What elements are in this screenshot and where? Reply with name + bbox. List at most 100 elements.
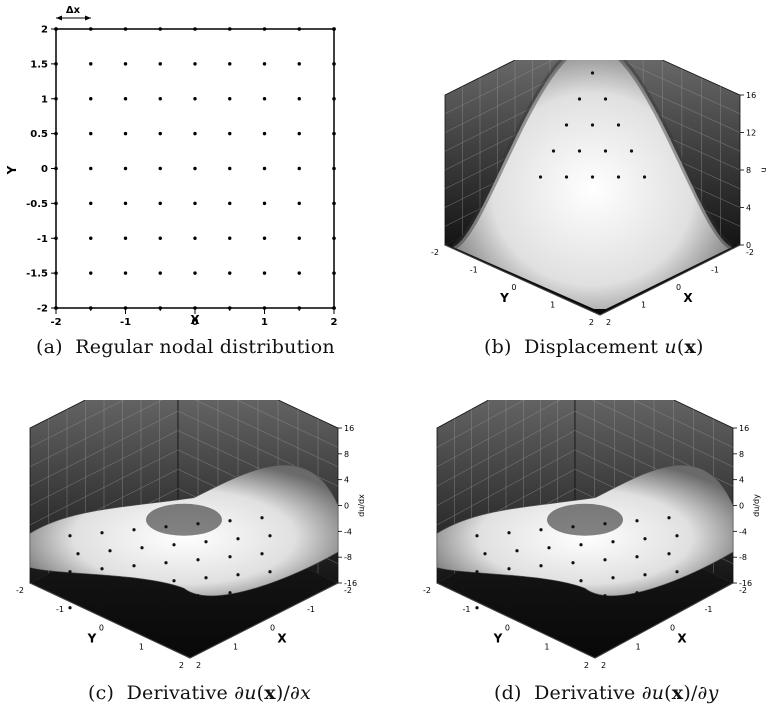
surface-node xyxy=(164,561,168,565)
x-tick-label: 0 xyxy=(670,624,675,633)
surface-node xyxy=(164,597,168,601)
boundary-node xyxy=(54,236,58,241)
boundary-node xyxy=(262,27,267,31)
x-tick-label: -1 xyxy=(711,266,719,275)
surface-node xyxy=(164,525,168,529)
z-axis: 16 8 4 0 -4 -8 -16 du/dy xyxy=(733,424,761,588)
boundary-node xyxy=(54,131,58,136)
surface-trough xyxy=(547,503,623,536)
surface-node xyxy=(475,534,479,538)
surface-node xyxy=(515,585,519,589)
interior-node xyxy=(89,236,93,240)
z-axis: 16 8 4 0 -4 -8 -16 du/dx xyxy=(338,424,366,588)
interior-node xyxy=(158,236,162,240)
interior-node xyxy=(158,201,162,206)
floor-ticks: -2 -1 0 1 2 2 1 0 -1 -2 Y X xyxy=(431,248,754,327)
surface-plot-du-dy: 16 8 4 0 -4 -8 -16 du/dy -2 -1 0 1 2 2 1 0 -1 -2 Y X xyxy=(423,352,761,670)
surface-node xyxy=(196,558,200,562)
y-tick-label: -1 xyxy=(470,266,478,275)
surface-node xyxy=(603,522,607,526)
surface-nodes xyxy=(475,516,679,610)
boundary-node xyxy=(332,62,336,66)
x-tick-label: 1 xyxy=(636,642,641,651)
surface-node xyxy=(564,175,569,179)
surface-node xyxy=(108,549,112,553)
y-axis-label: Y xyxy=(499,291,509,305)
z-tick-label: 0 xyxy=(344,502,349,511)
surface-node xyxy=(100,531,104,535)
caption-d: (d) Derivative ∂u(x)/∂y xyxy=(494,682,719,704)
caption-c: (c) Derivative ∂u(x)/∂x xyxy=(88,682,311,704)
y-tick-label: 0 xyxy=(511,283,516,292)
caption-b-text: Displacement xyxy=(524,336,659,358)
interior-node xyxy=(193,271,197,275)
surface-node xyxy=(675,534,679,538)
interior-node xyxy=(262,201,267,206)
x-tick-label: 1 xyxy=(261,317,268,325)
surface-node xyxy=(260,588,264,592)
boundary-node xyxy=(88,27,93,31)
y-tick-label: 2 xyxy=(179,661,184,670)
interior-node xyxy=(193,131,197,136)
surface-node xyxy=(68,570,72,574)
surface-node xyxy=(100,603,104,607)
interior-node xyxy=(123,166,128,171)
interior-node xyxy=(123,131,128,136)
surface-node xyxy=(68,606,72,610)
surface-node xyxy=(172,543,176,547)
z-tick-label: -8 xyxy=(344,553,352,562)
y-axis-label: Y xyxy=(5,165,19,175)
y-tick-label: 2 xyxy=(584,661,589,670)
interior-node xyxy=(193,166,197,171)
boundary-node xyxy=(332,166,336,171)
x-tick-label: 0 xyxy=(676,283,681,292)
boundary-node xyxy=(297,27,302,31)
y-tick-label: -1 xyxy=(56,605,64,614)
caption-b: (b) Displacement u(x) xyxy=(484,336,704,358)
surface-node xyxy=(590,123,595,127)
surface-node xyxy=(635,519,639,523)
y-tick-label: 1.5 xyxy=(30,59,48,70)
surface-node xyxy=(539,600,543,604)
surface-node xyxy=(76,588,80,592)
y-axis-label: Y xyxy=(87,632,97,646)
surface-node xyxy=(204,576,208,580)
z-tick-label: 8 xyxy=(739,450,744,459)
surface-node xyxy=(579,543,583,547)
surface-node xyxy=(635,591,639,595)
surface-node xyxy=(100,567,104,571)
surface-trough xyxy=(146,503,222,536)
surface-nodes xyxy=(68,516,272,610)
interior-node xyxy=(297,131,301,136)
x-tick-label: 1 xyxy=(233,642,238,651)
front-edge-left xyxy=(29,582,191,659)
caption-d-text: Derivative xyxy=(534,682,636,704)
interior-node xyxy=(123,271,128,275)
surface-node xyxy=(579,579,583,583)
surface-node xyxy=(260,516,264,520)
surface-node xyxy=(667,588,671,592)
surface-node xyxy=(571,597,575,601)
panel-a-nodal-distribution: -2 -1 0 1 2 2 1.5 1 0.5 0 -0.5 -1 -1.5 -2 X Y Δx xyxy=(0,0,360,328)
surface-node xyxy=(236,573,240,577)
surface-node xyxy=(204,540,208,544)
y-tick-label: -2 xyxy=(37,304,48,315)
surface-node xyxy=(507,567,511,571)
front-edge-right xyxy=(594,582,734,659)
y-tick-label: -1.5 xyxy=(26,269,48,280)
surface-node xyxy=(140,546,144,550)
dx-label: Δx xyxy=(66,5,81,16)
interior-node xyxy=(193,97,197,101)
surface-node xyxy=(635,555,639,559)
x-tick-label: -1 xyxy=(705,605,713,614)
caption-a: (a) Regular nodal distribution xyxy=(36,336,335,358)
boundary-node xyxy=(158,27,163,31)
interior-node xyxy=(297,201,301,206)
z-tick-label: 16 xyxy=(746,91,756,100)
interior-node xyxy=(89,62,93,66)
interior-node xyxy=(228,166,232,171)
z-axis-label: u xyxy=(759,167,768,172)
y-tick-label: -2 xyxy=(16,586,24,595)
interior-node xyxy=(123,62,128,66)
surface-node xyxy=(475,570,479,574)
